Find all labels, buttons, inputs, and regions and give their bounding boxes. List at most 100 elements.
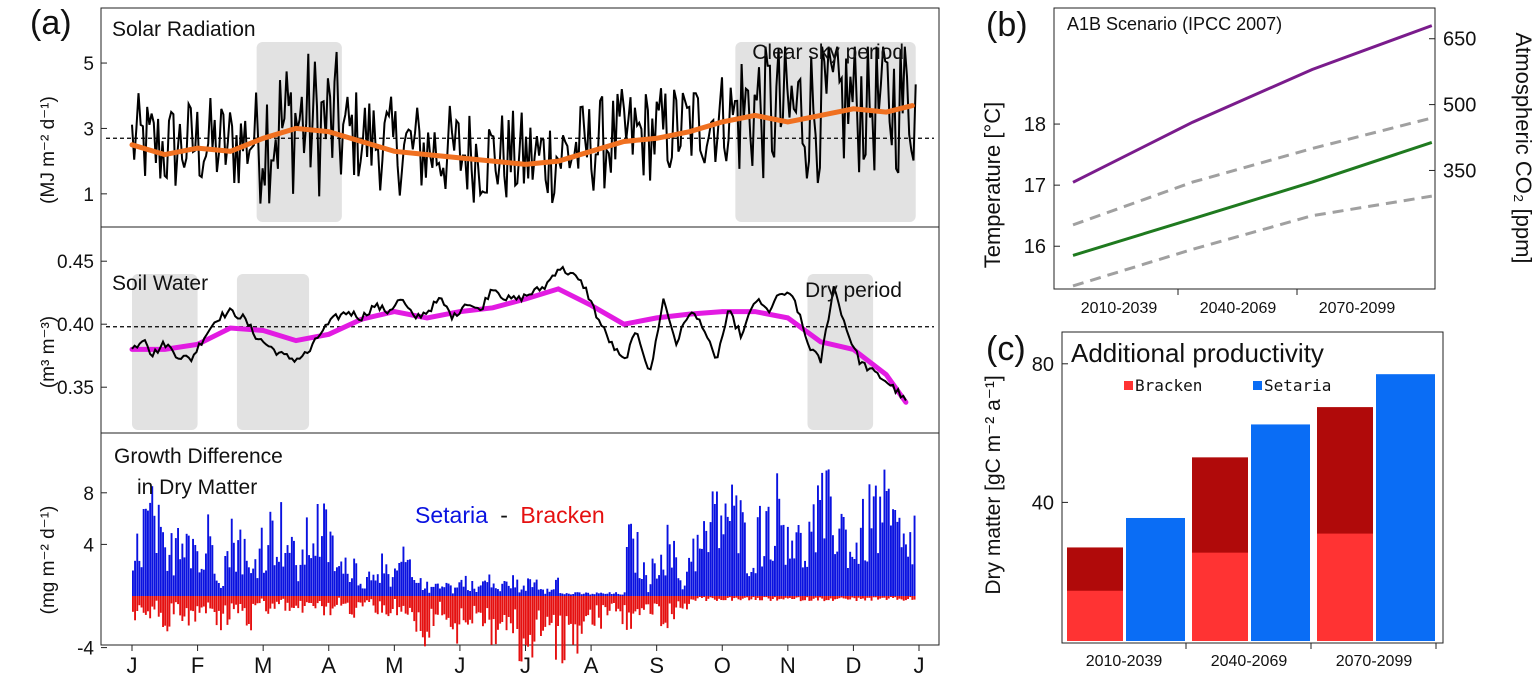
growth-bar-positive [690,561,693,596]
growth-bar-positive [604,593,607,596]
productivity-chart: Additional productivity Bracken Setaria 4… [982,331,1444,670]
growth-bar-negative [383,596,386,606]
growth-bar-positive [574,592,577,596]
growth-bar-negative [312,596,315,606]
growth-bar-positive [499,591,502,596]
growth-bar-negative [793,596,796,599]
solar-y-tick-label: 5 [83,54,94,75]
growth-bar-negative [767,596,770,599]
growth-bar-positive [896,521,899,596]
growth-bar-negative [887,596,890,599]
growth-bar-negative [707,596,710,599]
growth-bar-negative [692,596,695,600]
growth-bar-negative [142,596,145,613]
month-tick-label: O [714,653,731,675]
growth-bar-positive [838,528,841,596]
growth-bar-negative [389,596,392,614]
growth-bar-negative [344,596,347,604]
growth-bar-negative [759,596,761,601]
growth-bar-positive [847,568,849,596]
growth-bar-positive [200,568,203,596]
growth-bar-positive [743,522,746,596]
growth-bar-negative [456,596,459,644]
growth-bar-positive [402,546,405,596]
growth-bar-positive [359,583,362,596]
growth-bar-negative [475,596,478,614]
growth-bar-negative [235,596,237,605]
growth-bar-negative [829,596,832,599]
growth-bar-positive [181,543,184,596]
growth-bar-negative [305,596,308,603]
soil-y-label: (m³ m⁻³) [38,316,59,388]
month-tick-label: J [914,653,925,675]
growth-bar-positive [308,555,310,596]
growth-bar-positive [587,592,590,596]
growth-bar-positive [855,542,858,596]
growth-bar-negative [862,596,864,599]
growth-bar-positive [366,577,368,596]
growth-bar-negative [516,596,519,629]
setaria-bar [1126,517,1185,641]
growth-bar-negative [733,596,736,599]
growth-bar-negative [462,596,465,621]
growth-difference-chart: Growth Difference in Dry Matter Setaria … [38,432,940,675]
growth-bar-positive [376,574,379,596]
growth-bar-negative [492,596,495,620]
growth-bar-negative [677,596,680,602]
growth-bar-positive [911,564,914,596]
growth-bar-negative [812,596,815,599]
growth-bar-positive [688,557,690,596]
growth-bar-negative [703,596,705,598]
growth-bar-positive [194,545,197,596]
growth-bar-positive [368,571,371,596]
growth-bar-negative [254,596,257,606]
growth-bar-positive [271,520,274,596]
growth-bar-negative [346,596,349,603]
growth-bar-positive [567,593,570,596]
growth-bar-positive [647,592,650,596]
growth-bar-positive [280,502,283,596]
growth-bar-positive [645,575,648,596]
growth-bar-negative [529,596,532,635]
growth-bar-negative [482,596,484,627]
growth-bar-negative [363,596,366,603]
growth-bar-positive [168,554,171,596]
growth-bar-negative [263,596,265,601]
growth-bar-positive [477,586,480,596]
growth-bar-positive [877,553,879,596]
growth-bar-positive [228,567,231,596]
growth-bar-positive [544,593,547,596]
panel-label-a: (a) [30,4,72,42]
growth-bar-positive [282,566,285,596]
month-tick-label: J [520,653,531,675]
growth-bar-positive [817,485,819,596]
growth-bar-negative [694,596,697,601]
growth-bar-negative [881,596,884,598]
clear-sky-annotation: Clear sky period [752,41,904,64]
soil-title: Soil Water [112,272,208,295]
growth-bar-negative [136,596,139,611]
growth-bar-negative [207,596,210,603]
growth-y-tick-label: -4 [77,639,94,660]
growth-bar-negative [237,596,240,614]
growth-bar-positive [713,504,716,596]
growth-bar-negative [731,596,733,601]
growth-bar-negative [789,596,791,598]
growth-bar-negative [737,596,740,600]
legend-swatch-setaria [1253,381,1262,390]
growth-bar-negative [398,596,401,608]
growth-bar-negative [849,596,852,600]
growth-bar-positive [862,498,864,596]
growth-bar-positive [355,563,358,596]
growth-bar-negative [675,596,678,608]
growth-bar-positive [814,552,817,596]
growth-bar-negative [490,596,493,645]
growth-bar-negative [563,596,566,661]
growth-bar-negative [576,596,579,654]
growth-bar-positive [750,572,753,596]
growth-bar-negative [473,596,476,606]
legend-swatch-bracken [1124,381,1133,390]
growth-bar-negative [372,596,375,606]
growth-bar-positive [398,563,401,596]
growth-bar-negative [469,596,471,620]
